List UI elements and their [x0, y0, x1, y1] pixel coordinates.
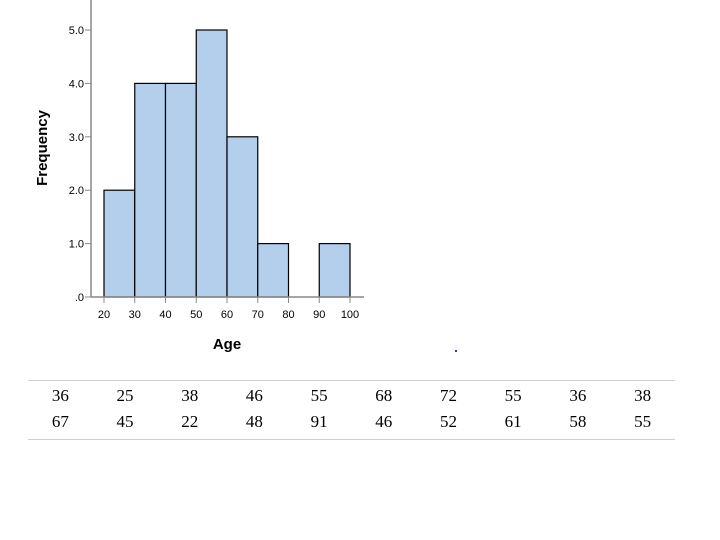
y-tick-label: 3.0	[69, 132, 84, 144]
table-cell: 58	[569, 412, 587, 431]
y-tick-label: 5.0	[69, 25, 84, 37]
histogram-bars	[103, 29, 351, 298]
table-cell: 48	[245, 412, 263, 431]
histogram-bar-30-40	[134, 82, 167, 298]
table-cell: 38	[181, 386, 199, 405]
y-tick-label: 1.0	[69, 239, 84, 251]
x-axis-ticks: 20 30 40 50 60 70 80 90 100	[98, 297, 359, 321]
table-cell: 36	[569, 386, 587, 405]
table-cell: 67	[51, 412, 69, 431]
table-cell: 22	[181, 412, 199, 431]
y-axis-title: Frequency	[34, 109, 51, 186]
histogram-bar-20-30	[103, 189, 136, 298]
table-cell: 46	[375, 412, 393, 431]
y-axis-ticks: .0 1.0 2.0 3.0 4.0 5.0	[69, 25, 91, 304]
x-tick-label: 100	[341, 309, 359, 321]
table-cell: 61	[504, 412, 522, 431]
table-cell: 91	[310, 412, 328, 431]
table-cell: 55	[504, 386, 522, 405]
table-cell: 55	[634, 412, 652, 431]
x-tick-label: 60	[221, 309, 233, 321]
table-cell: 45	[116, 412, 134, 431]
x-axis-title: Age	[213, 336, 241, 353]
x-tick-label: 70	[252, 309, 264, 321]
histogram-bar-90-100	[318, 243, 351, 298]
x-tick-label: 90	[313, 309, 325, 321]
y-tick-label: 2.0	[69, 185, 84, 197]
histogram-bar-50-60	[195, 29, 228, 298]
y-tick-label: 4.0	[69, 78, 84, 90]
table-cell: 46	[245, 386, 263, 405]
x-tick-label: 30	[129, 309, 141, 321]
x-tick-label: 80	[282, 309, 294, 321]
age-data-table-body: 36 25 38 46 55 68 72 55 36 38 67 45 22 48 91 46 52 61 58 55	[28, 381, 675, 440]
table-row: 36 25 38 46 55 68 72 55 36 38	[28, 381, 675, 410]
table-cell: 38	[634, 386, 652, 405]
x-tick-label: 50	[190, 309, 202, 321]
age-histogram: .0 1.0 2.0 3.0 4.0 5.0 20 30 40 50 60 70 80 90 100 Fr…	[34, 0, 364, 353]
table-cell: 55	[310, 386, 328, 405]
table-row: 67 45 22 48 91 46 52 61 58 55	[28, 409, 675, 440]
table-cell: 72	[439, 386, 457, 405]
stray-dot	[455, 350, 457, 352]
y-tick-label: .0	[75, 292, 84, 304]
histogram-bar-70-80	[257, 243, 290, 298]
table-cell: 25	[116, 386, 134, 405]
histogram-bar-60-70	[226, 136, 259, 298]
histogram-bar-40-50	[164, 82, 197, 298]
x-tick-label: 20	[98, 309, 110, 321]
age-data-table: 36 25 38 46 55 68 72 55 36 38 67 45 22 48 91 46 52 61 58 55	[28, 380, 675, 440]
table-cell: 68	[375, 386, 393, 405]
x-tick-label: 40	[159, 309, 171, 321]
table-cell: 52	[439, 412, 457, 431]
table-cell: 36	[51, 386, 69, 405]
